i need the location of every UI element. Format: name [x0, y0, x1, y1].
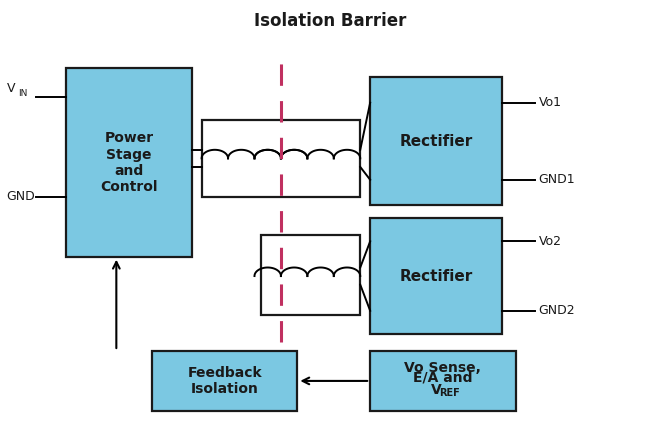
Bar [202, 120, 360, 197]
Text: V: V [431, 383, 442, 397]
Text: IN: IN [19, 89, 28, 98]
Bar [152, 351, 297, 411]
Bar [370, 77, 502, 205]
Bar [66, 68, 192, 257]
Text: GND: GND [7, 190, 35, 203]
Bar [370, 218, 502, 334]
Text: Vo1: Vo1 [539, 96, 562, 109]
Text: Isolation Barrier: Isolation Barrier [254, 12, 407, 30]
Text: Rectifier: Rectifier [400, 134, 473, 149]
Text: V: V [7, 82, 15, 95]
Bar [370, 351, 516, 411]
Text: Vo Sense,: Vo Sense, [405, 361, 481, 375]
Text: GND2: GND2 [539, 304, 575, 317]
Text: Power
Stage
and
Control: Power Stage and Control [100, 131, 157, 194]
Text: E/A and: E/A and [413, 371, 473, 384]
Text: Rectifier: Rectifier [400, 268, 473, 284]
Text: GND1: GND1 [539, 173, 575, 186]
Text: Feedback
Isolation: Feedback Isolation [188, 366, 262, 396]
Text: Vo2: Vo2 [539, 235, 562, 248]
Bar [261, 235, 360, 315]
Text: REF: REF [440, 388, 460, 398]
